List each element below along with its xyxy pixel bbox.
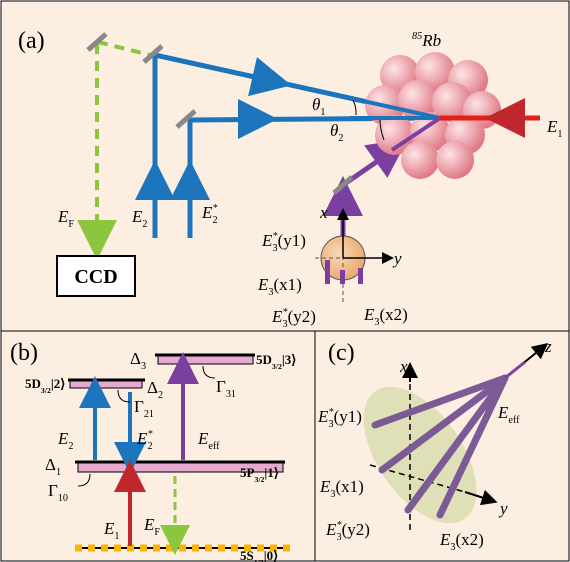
label-base: E [546, 117, 558, 136]
label-base: E [497, 403, 509, 422]
label-arg: (y1) [334, 407, 362, 426]
label-arg: |1⟩ [264, 465, 278, 480]
label-sub: 3/2 [272, 362, 282, 371]
label-base: E [136, 429, 148, 448]
label-sub: 3 [141, 361, 146, 372]
label-arg: |3⟩ [282, 352, 296, 367]
label-arg: (x2) [379, 305, 407, 324]
label-base: E [197, 429, 209, 448]
label-base: E [103, 519, 115, 538]
label-sub: F [154, 527, 160, 538]
label-base: 5P [240, 465, 255, 480]
label-base: Γ [48, 481, 58, 500]
label-sub: eff [208, 441, 220, 452]
label-base: E [143, 515, 155, 534]
label-base: E [257, 275, 269, 294]
label-sub: 1/2 [254, 558, 264, 562]
axis-label: y [498, 499, 508, 518]
label-arg: (x1) [273, 275, 301, 294]
label-arg: (y2) [342, 520, 370, 539]
label-arg: |2⟩ [51, 376, 65, 391]
label-pre: 85 [412, 31, 422, 42]
axis-label: x [319, 203, 328, 222]
label-base: E [131, 207, 143, 226]
label-sub: 2 [68, 441, 73, 452]
label-base: Γ [216, 377, 226, 396]
axis-label: z [544, 337, 552, 356]
label-base: E [57, 207, 69, 226]
label-base: E [271, 307, 283, 326]
label-sub: 2 [338, 133, 343, 144]
label-sub: 1 [56, 467, 61, 478]
label-sub: 3/2 [254, 475, 264, 484]
label-sub: 21 [144, 409, 154, 420]
label-base: θ [312, 95, 320, 114]
label-sub: 10 [58, 493, 68, 504]
label-sub: 3/2 [41, 386, 51, 395]
label-base: E [201, 203, 213, 222]
label-sub: 1 [320, 107, 325, 118]
ccd-label: CCD [74, 266, 117, 288]
label-base: θ [330, 121, 338, 140]
label-sub: 31 [226, 389, 236, 400]
label-base: E [363, 305, 375, 324]
label-base: Rb [421, 31, 441, 50]
label-sub: 2 [147, 441, 152, 452]
panel-label: (b) [10, 340, 38, 366]
panel-label: (c) [328, 340, 355, 366]
label-base: 5S [240, 548, 254, 562]
label-base: 5D [256, 352, 272, 367]
figure: (a) [0, 0, 570, 562]
label-arg: |0⟩ [264, 548, 278, 562]
panel-label: (a) [18, 28, 45, 54]
label-arg: (x1) [335, 477, 363, 496]
label-arg: (x2) [455, 530, 483, 549]
label-sub: 1 [557, 129, 562, 140]
label-sub: F [68, 219, 74, 230]
label-base: E [57, 429, 69, 448]
label-base: Δ [147, 378, 158, 397]
label-base: E [325, 520, 337, 539]
label-base: E [319, 477, 331, 496]
label-base: 5D [25, 376, 41, 391]
label-base: E [261, 231, 273, 250]
label-arg: (y1) [278, 231, 306, 250]
axis-label: x [399, 357, 408, 376]
label-base: E [317, 407, 329, 426]
label-sub: 2 [142, 219, 147, 230]
label-sub: 1 [114, 531, 119, 542]
label-sub: 2 [212, 215, 217, 226]
label-base: E [439, 530, 451, 549]
label-base: Γ [134, 397, 144, 416]
axis-label: y [392, 249, 402, 268]
label-base: Δ [45, 455, 56, 474]
label-base: Δ [130, 349, 141, 368]
label-arg: (y2) [288, 307, 316, 326]
label-sub: eff [508, 415, 520, 426]
label-sub: 2 [158, 390, 163, 401]
